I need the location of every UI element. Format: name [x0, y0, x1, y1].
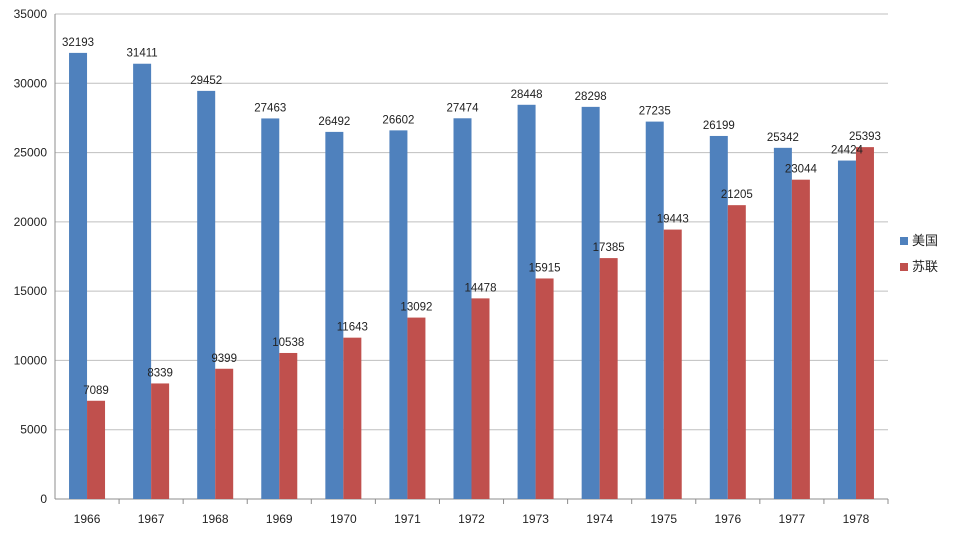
data-label: 31411 — [127, 48, 158, 60]
x-tick-label: 1973 — [522, 512, 549, 526]
x-tick-label: 1974 — [586, 512, 613, 526]
bar-series-1 — [581, 106, 600, 499]
x-tick-label: 1971 — [394, 512, 421, 526]
data-label: 8339 — [147, 367, 173, 379]
bar-series-2 — [791, 179, 810, 499]
bar-series-2 — [471, 298, 490, 499]
x-tick-label: 1977 — [779, 512, 806, 526]
x-tick-label: 1969 — [266, 512, 293, 526]
bar-series-1 — [773, 147, 792, 500]
bar-series-2 — [663, 229, 682, 500]
y-tick-label: 10000 — [14, 353, 48, 367]
data-label: 27463 — [254, 102, 286, 114]
x-tick-label: 1976 — [714, 512, 741, 526]
y-tick-label: 0 — [40, 492, 47, 506]
bar-series-1 — [197, 90, 216, 499]
data-label: 14478 — [465, 282, 497, 294]
legend-label: 苏联 — [912, 259, 938, 274]
data-label: 24424 — [831, 145, 864, 157]
data-label: 11643 — [337, 322, 368, 334]
bar-series-1 — [325, 131, 344, 499]
data-label: 27235 — [639, 106, 671, 118]
data-label: 26199 — [703, 120, 735, 132]
data-labels: 32193 7089 31411 8339 29452 9399 27463 10538 264… — [62, 37, 881, 397]
bar-series-1 — [837, 160, 856, 499]
data-label: 13092 — [400, 302, 432, 314]
y-tick-label: 5000 — [20, 423, 47, 437]
bar-series-2 — [535, 278, 554, 499]
bar-series-1 — [453, 118, 472, 500]
legend-swatch — [900, 237, 908, 245]
bar-series-2 — [727, 205, 746, 499]
bar-series-2 — [279, 352, 298, 499]
y-tick-label: 20000 — [14, 215, 48, 229]
axes: 0 5000 10000 15000 20000 25000 30000 35000 1966 1… — [14, 7, 889, 526]
bar-series-2 — [855, 147, 874, 500]
bar-series-2 — [87, 400, 106, 499]
x-tick-label: 1975 — [650, 512, 677, 526]
bar-series-2 — [343, 337, 362, 499]
data-label: 29452 — [190, 75, 222, 87]
bar-series-1 — [517, 104, 536, 500]
x-tick-label: 1967 — [138, 512, 165, 526]
x-tick-label: 1978 — [843, 512, 870, 526]
legend-swatch — [900, 263, 908, 271]
data-label: 27474 — [447, 102, 480, 114]
bar-series-2 — [215, 368, 234, 499]
y-tick-label: 25000 — [14, 146, 48, 160]
bar-series-2 — [599, 258, 618, 499]
y-tick-label: 30000 — [14, 76, 48, 90]
data-label: 28298 — [575, 91, 607, 103]
bar-series-1 — [261, 118, 280, 499]
bar-series-1 — [645, 121, 664, 500]
data-label: 23044 — [785, 164, 818, 176]
legend-label: 美国 — [912, 233, 938, 248]
data-label: 10538 — [272, 337, 304, 349]
data-label: 21205 — [721, 189, 753, 201]
bar-series-1 — [133, 63, 152, 500]
data-label: 25342 — [767, 132, 799, 144]
y-tick-label: 15000 — [14, 284, 48, 298]
y-tick-label: 35000 — [14, 7, 48, 21]
bar-series-1 — [709, 135, 728, 499]
data-label: 7089 — [83, 385, 109, 397]
data-label: 9399 — [211, 353, 237, 365]
bar-series-1 — [389, 130, 408, 499]
data-label: 17385 — [593, 242, 625, 254]
data-label: 32193 — [62, 37, 94, 49]
x-tick-label: 1970 — [330, 512, 357, 526]
data-label: 26602 — [382, 114, 414, 126]
x-tick-label: 1968 — [202, 512, 229, 526]
data-label: 25393 — [849, 131, 881, 143]
bars — [69, 52, 874, 500]
data-label: 28448 — [511, 89, 543, 101]
bar-series-2 — [151, 383, 170, 499]
data-label: 26492 — [318, 116, 350, 128]
x-tick-label: 1972 — [458, 512, 485, 526]
bar-series-2 — [407, 317, 426, 499]
data-label: 19443 — [657, 214, 689, 226]
bar-series-1 — [69, 52, 88, 499]
data-label: 15915 — [529, 262, 561, 274]
x-tick-label: 1966 — [74, 512, 101, 526]
